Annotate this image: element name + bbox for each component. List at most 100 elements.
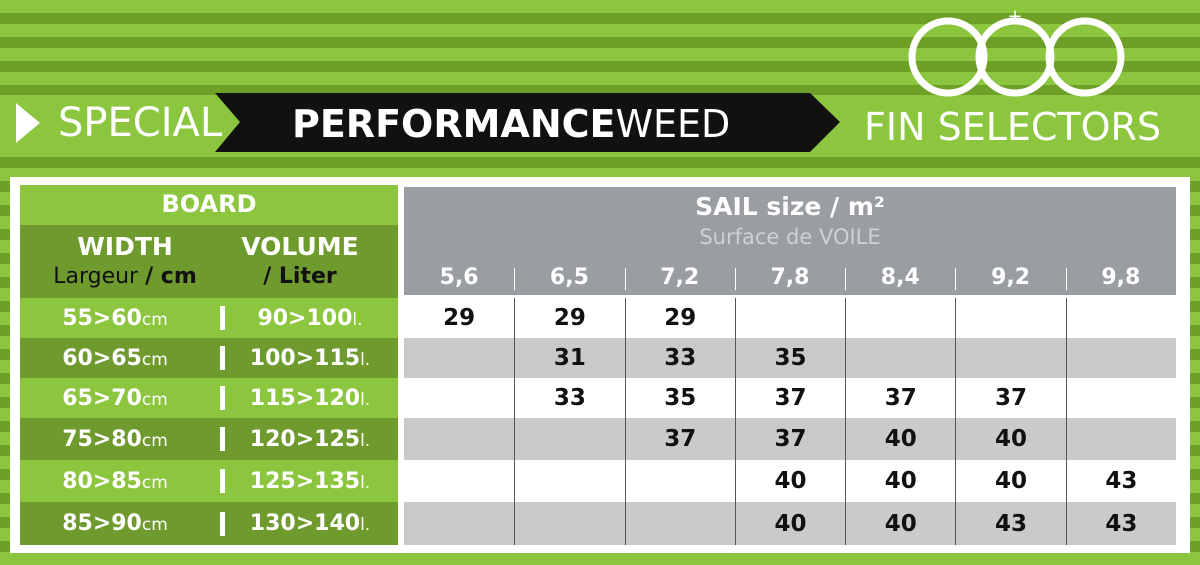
fin-cell: 43 — [1065, 460, 1176, 502]
sail-header-band — [404, 187, 1176, 295]
board-sub-band — [20, 225, 398, 298]
sail-size: 7,2 — [660, 265, 700, 290]
header-separator — [955, 268, 957, 290]
volume-range: 125>135 — [249, 468, 361, 494]
fin-cell: 43 — [955, 502, 1066, 545]
fin-cell — [624, 460, 735, 502]
width-cell: 60>65cm — [20, 346, 210, 371]
row-separator — [220, 306, 225, 330]
row-separator — [220, 346, 225, 370]
width-cell: 65>70cm — [20, 386, 210, 411]
header-separator — [514, 268, 516, 290]
board-row: 60>65cm 100>115l. — [20, 338, 398, 378]
fin-cell: 31 — [514, 338, 625, 378]
logo-plus: + — [1007, 6, 1022, 27]
title-bold: PERFORMANCE — [292, 102, 616, 146]
width-range: 85>90 — [62, 511, 142, 536]
logo — [908, 17, 1125, 97]
fin-cell — [955, 338, 1066, 378]
width-unit: / cm — [145, 264, 197, 289]
width-cell: 75>80cm — [20, 427, 210, 452]
fin-cell — [845, 298, 956, 338]
board-row: 85>90cm 130>140l. — [20, 502, 398, 545]
sail-subtitle: Surface de VOILE — [699, 225, 881, 249]
volume-range: 90>100 — [257, 305, 353, 331]
volume-cell: 125>135l. — [235, 469, 385, 494]
volume-unit: l. — [360, 349, 371, 370]
width-cell: 80>85cm — [20, 469, 210, 494]
header-separator — [845, 268, 847, 290]
fin-cell — [514, 460, 625, 502]
volume-label: VOLUME — [241, 232, 359, 261]
fin-cell: 29 — [404, 298, 515, 338]
fin-cell: 40 — [845, 460, 956, 502]
sail-size: 7,8 — [770, 265, 810, 290]
fin-cell: 37 — [845, 378, 956, 418]
header-separator — [624, 268, 626, 290]
fin-cell — [845, 338, 956, 378]
fin-cell: 29 — [624, 298, 735, 338]
banner-graphics: + — [0, 6, 1200, 152]
row-separator — [220, 386, 225, 410]
width-unit: cm — [141, 472, 168, 493]
volume-unit: l. — [360, 389, 371, 410]
width-unit: cm — [141, 430, 168, 451]
fin-cell: 29 — [514, 298, 625, 338]
board-row: 75>80cm 120>125l. — [20, 418, 398, 460]
width-sub: Largeur — [53, 264, 139, 289]
volume-cell: 100>115l. — [235, 346, 385, 371]
fin-cell — [404, 502, 515, 545]
volume-unit: / Liter — [263, 264, 337, 289]
width-unit: cm — [141, 349, 168, 370]
board-row: 80>85cm 125>135l. — [20, 460, 398, 502]
width-label: WIDTH — [77, 232, 173, 261]
fin-cell — [1065, 338, 1176, 378]
width-unit: cm — [141, 389, 168, 410]
fin-cell: 35 — [734, 338, 846, 378]
sail-title: SAIL size / m² — [695, 192, 885, 221]
fin-cell — [514, 502, 625, 545]
fin-cell — [404, 338, 515, 378]
fin-cell: 40 — [734, 502, 846, 545]
header-separator — [734, 268, 736, 290]
width-range: 75>80 — [62, 426, 142, 452]
volume-cell: 115>120l. — [235, 386, 385, 411]
width-unit: cm — [141, 309, 168, 330]
board-title-band — [20, 185, 398, 225]
width-cell: 85>90cm — [20, 511, 210, 536]
fin-cell: 37 — [734, 418, 846, 460]
row-separator — [220, 469, 225, 493]
sail-size: 8,4 — [880, 265, 920, 290]
title-banner — [215, 93, 840, 152]
fin-cell — [404, 418, 515, 460]
brand: FIN SELECTORS — [864, 105, 1162, 149]
fin-cell — [734, 298, 846, 338]
row-separator — [220, 511, 225, 536]
fin-cell: 40 — [955, 460, 1066, 502]
fin-cell — [955, 298, 1066, 338]
fin-cell: 37 — [734, 378, 846, 418]
fin-cell: 37 — [624, 418, 735, 460]
width-cell: 55>60cm — [20, 306, 210, 331]
sail-size: 5,6 — [439, 265, 479, 290]
board-title: BOARD — [161, 190, 257, 218]
width-range: 60>65 — [62, 345, 142, 371]
volume-unit: l. — [360, 430, 371, 451]
title: PERFORMANCEWEED — [292, 100, 730, 148]
volume-range: 120>125 — [249, 426, 361, 452]
fin-cell — [1065, 418, 1176, 460]
fin-cell: 33 — [624, 338, 735, 378]
fin-cell — [1065, 378, 1176, 418]
board-row: 65>70cm 115>120l. — [20, 378, 398, 418]
sail-size: 9,8 — [1101, 265, 1141, 290]
volume-unit: l. — [352, 309, 363, 330]
volume-range: 130>140 — [249, 511, 361, 536]
width-range: 80>85 — [62, 468, 142, 494]
fin-cell: 40 — [955, 418, 1066, 460]
fin-cell — [404, 460, 515, 502]
arrow-icon — [16, 103, 40, 143]
fin-cell — [404, 378, 515, 418]
fin-cell: 37 — [955, 378, 1066, 418]
volume-range: 100>115 — [249, 345, 361, 371]
